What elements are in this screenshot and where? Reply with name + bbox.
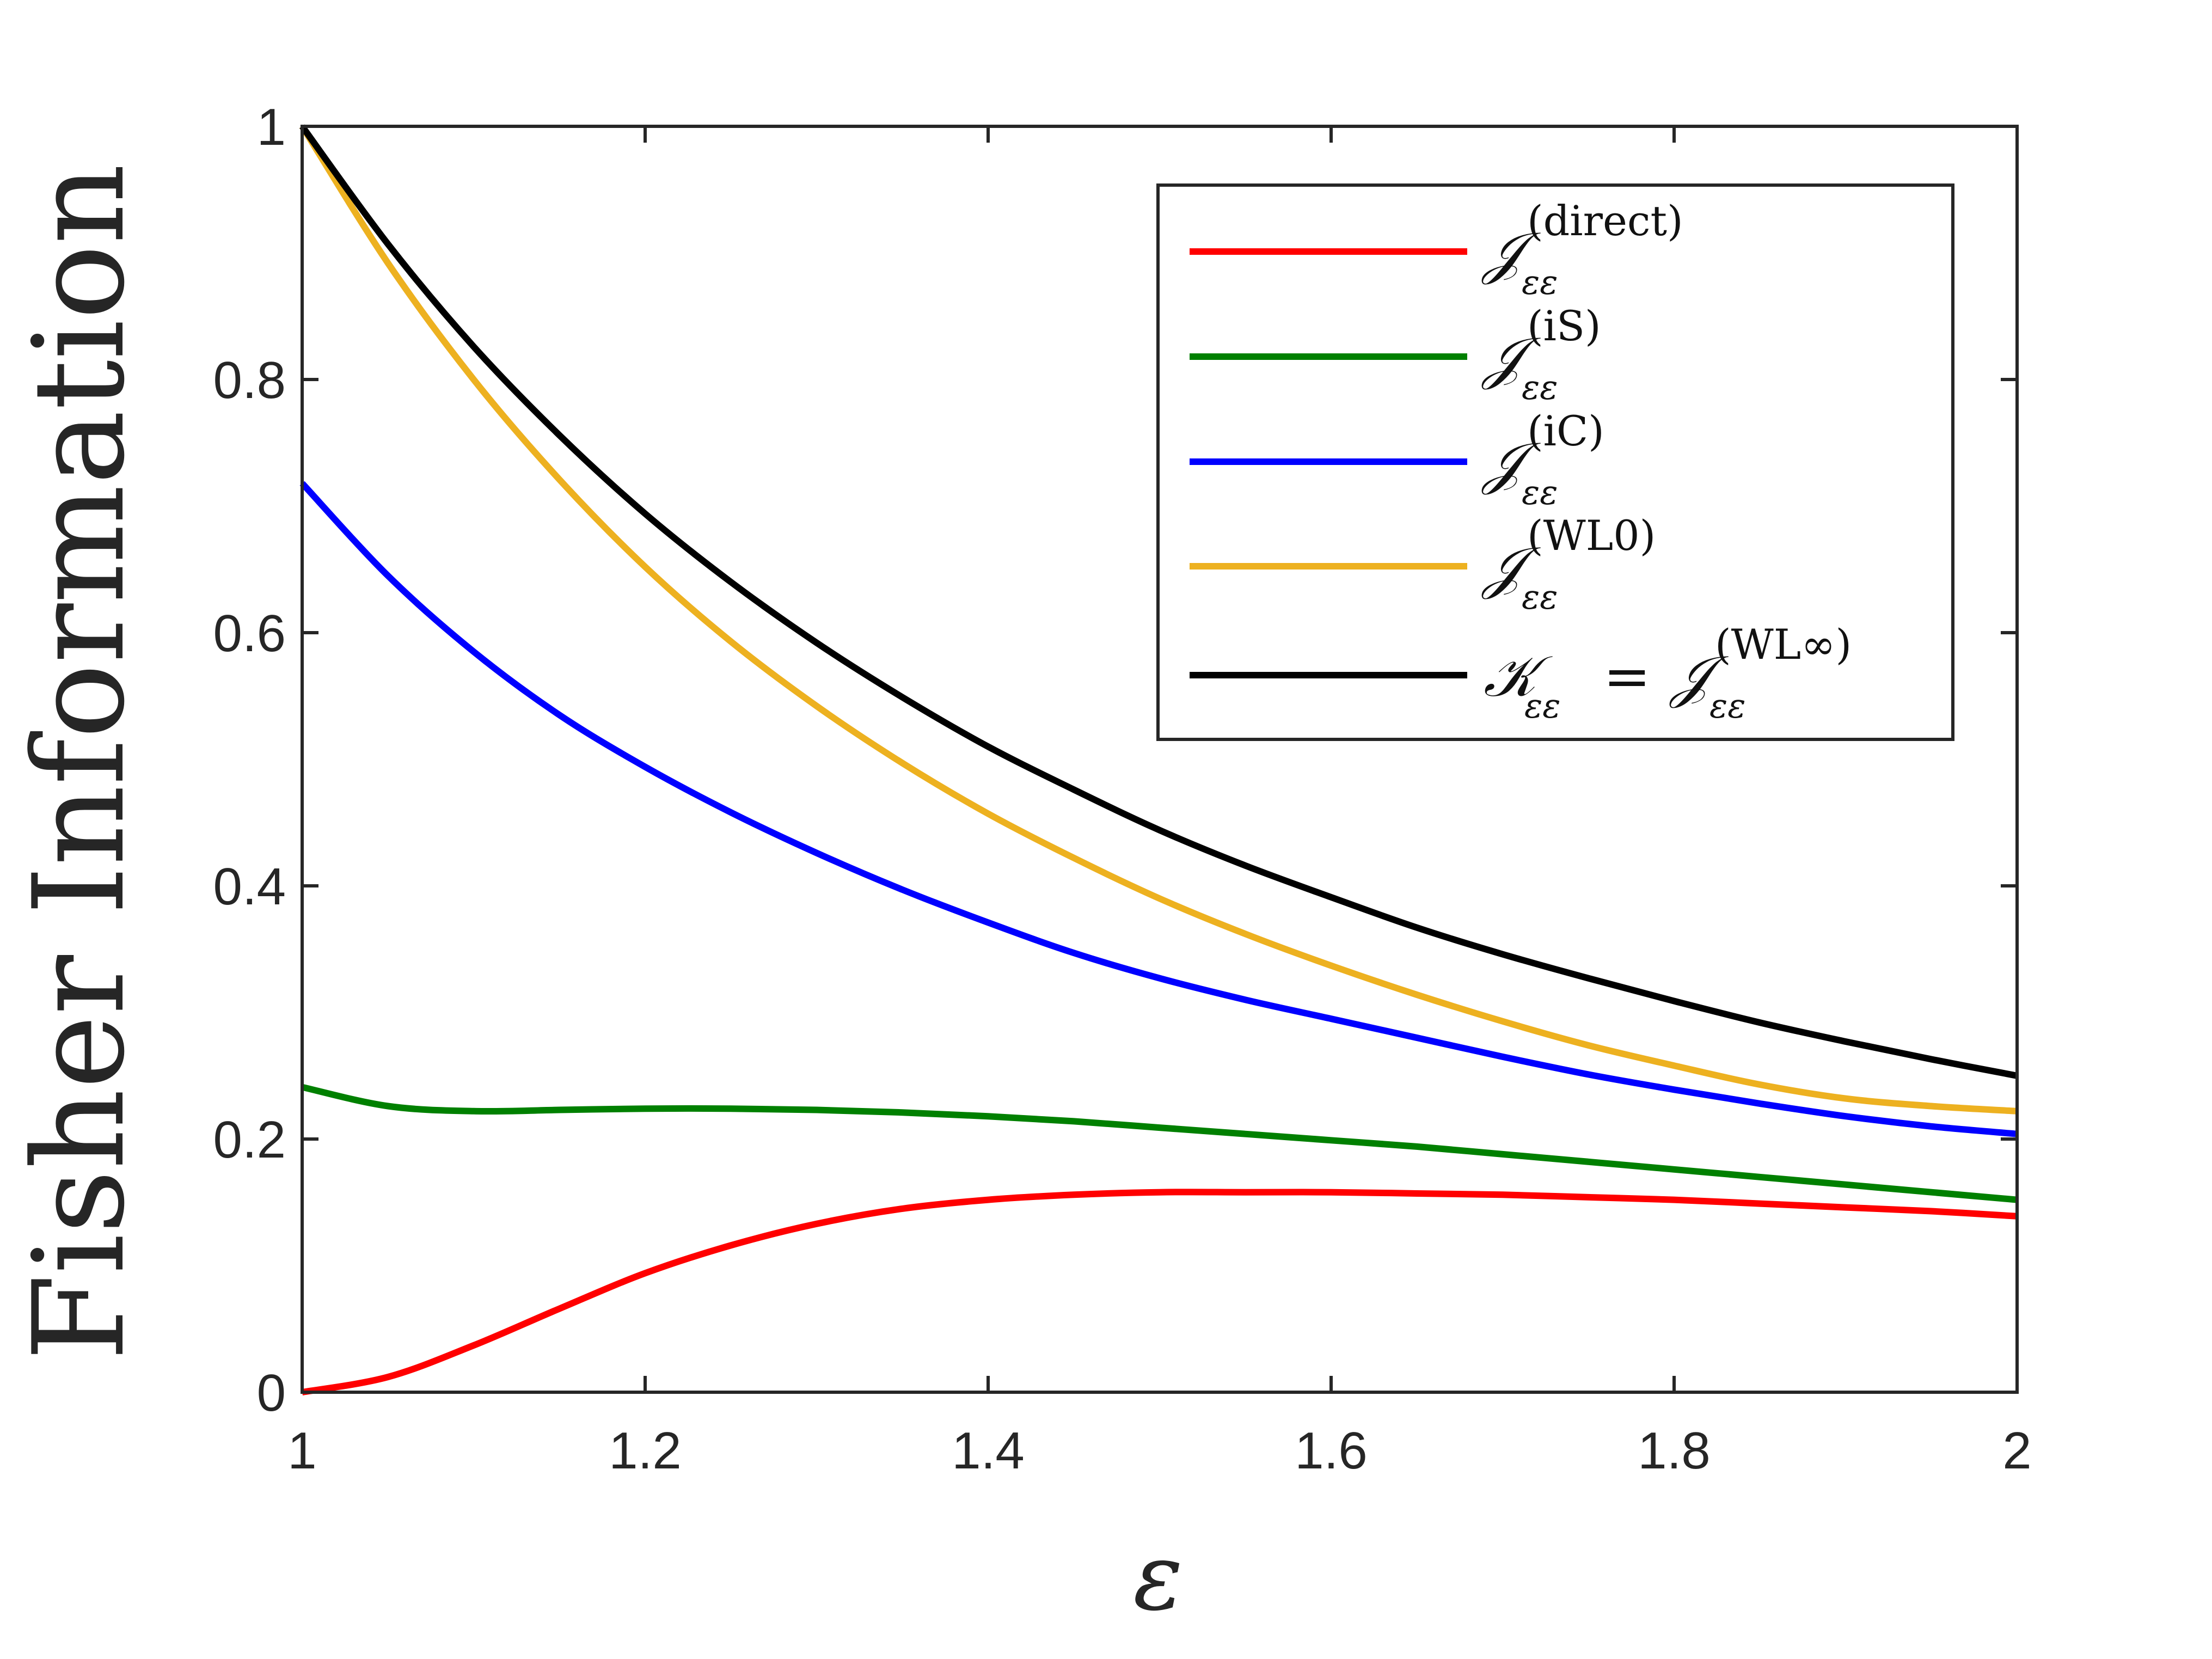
legend-label-direct: 𝒥εε(direct) xyxy=(1481,197,1683,302)
legend-text: (iC) xyxy=(1527,407,1604,455)
x-tick-label: 1.6 xyxy=(1295,1422,1367,1480)
legend-text: εε xyxy=(1524,686,1561,726)
legend-text: (direct) xyxy=(1527,197,1683,245)
legend-text: (iS) xyxy=(1527,302,1601,350)
legend-text: (WL∞) xyxy=(1715,620,1852,669)
y-tick-labels: 0 0.2 0.4 0.6 0.8 1 xyxy=(213,98,286,1422)
legend-text: εε xyxy=(1522,473,1558,512)
series-line-direct xyxy=(301,1189,2018,1395)
legend-text: (WL0) xyxy=(1527,511,1656,560)
y-axis-label: Fisher Information xyxy=(7,164,152,1361)
x-tick-label: 1.4 xyxy=(952,1422,1024,1480)
y-tick-label: 0.8 xyxy=(213,351,286,409)
y-tick-label: 0.6 xyxy=(213,604,286,663)
series-line-WLinf xyxy=(299,124,2018,1079)
legend: 𝒥εε(direct)𝒥εε(iS)𝒥εε(iC)𝒥εε(WL0)𝒦εε = 𝒥εε… xyxy=(1156,183,1954,741)
legend-label-iS: 𝒥εε(iS) xyxy=(1481,302,1601,407)
axes-box xyxy=(301,125,2019,1394)
series-line-iC xyxy=(299,481,2018,1137)
y-tick-label: 0 xyxy=(257,1364,286,1422)
series-line-WL0 xyxy=(299,124,2018,1115)
y-tick-label: 0.4 xyxy=(213,858,286,916)
y-tick-label: 0.2 xyxy=(213,1111,286,1169)
x-axis-label: ε xyxy=(1133,1523,1182,1631)
legend-text: εε xyxy=(1522,368,1558,407)
x-tick-label: 1.2 xyxy=(609,1422,681,1480)
series-line-iS xyxy=(301,1083,2018,1203)
y-tick-label: 1 xyxy=(257,98,286,156)
x-tick-label: 1.8 xyxy=(1638,1422,1710,1480)
legend-text: εε xyxy=(1522,577,1558,617)
legend-text: = xyxy=(1603,643,1651,709)
x-tick-label: 2 xyxy=(2002,1422,2031,1480)
legend-text: εε xyxy=(1522,262,1558,302)
x-tick-labels: 1 1.2 1.4 1.6 1.8 2 xyxy=(287,1422,2031,1480)
series-layer xyxy=(299,124,2018,1395)
legend-text: εε xyxy=(1709,686,1746,726)
legend-label-WL0: 𝒥εε(WL0) xyxy=(1481,511,1656,617)
x-tick-label: 1 xyxy=(287,1422,316,1480)
